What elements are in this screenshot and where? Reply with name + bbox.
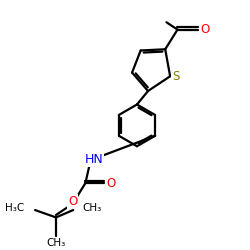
Text: O: O [106, 176, 116, 190]
Text: CH₃: CH₃ [46, 238, 66, 248]
Text: S: S [172, 70, 179, 83]
Text: O: O [68, 195, 77, 208]
Text: H₃C: H₃C [5, 203, 24, 213]
Text: O: O [200, 23, 209, 36]
Text: HN: HN [85, 153, 103, 166]
Text: CH₃: CH₃ [82, 203, 102, 213]
